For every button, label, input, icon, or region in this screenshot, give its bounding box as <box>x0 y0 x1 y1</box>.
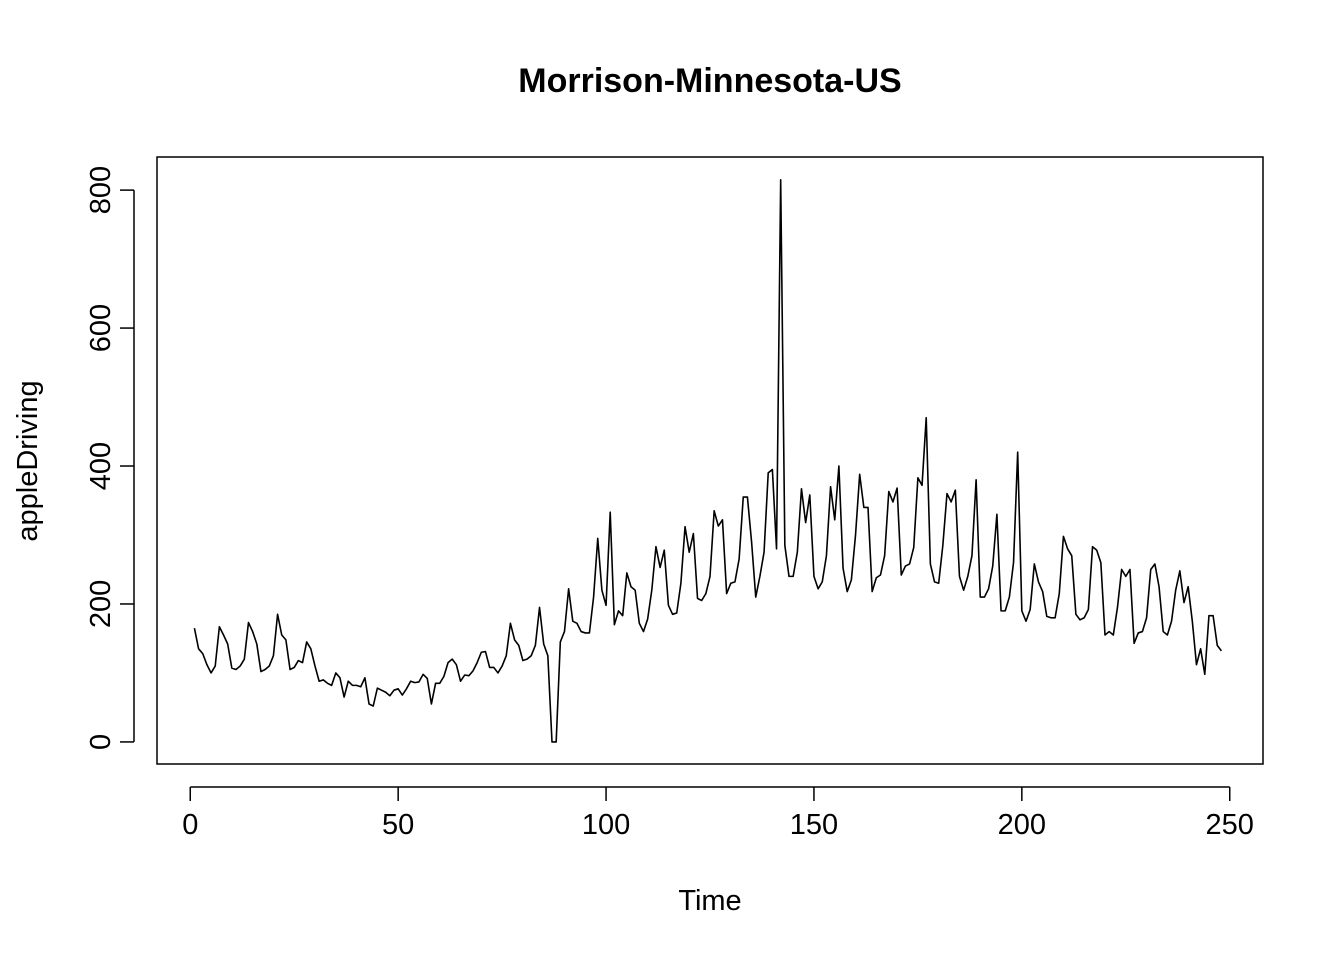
x-tick-label-100: 100 <box>582 809 630 841</box>
x-tick-label-150: 150 <box>790 809 838 841</box>
x-tick-label-200: 200 <box>998 809 1046 841</box>
x-tick-label-250: 250 <box>1206 809 1254 841</box>
y-tick-label-200: 200 <box>85 580 117 628</box>
y-axis: 0 200 400 600 800 <box>85 166 135 750</box>
x-tick-label-0: 0 <box>182 809 198 841</box>
x-axis-label: Time <box>678 885 741 917</box>
data-points <box>194 179 1223 743</box>
plot-frame <box>156 156 1264 765</box>
x-tick-label-50: 50 <box>382 809 414 841</box>
y-axis-label: appleDriving <box>12 380 44 541</box>
y-tick-label-800: 800 <box>85 166 117 214</box>
y-tick-label-400: 400 <box>85 442 117 490</box>
x-axis: 0 50 100 150 200 250 <box>182 786 1254 841</box>
series-line-appleDriving <box>193 178 1223 743</box>
y-tick-label-0: 0 <box>85 734 117 750</box>
chart-title: Morrison-Minnesota-US <box>518 62 901 100</box>
y-tick-label-600: 600 <box>85 304 117 352</box>
